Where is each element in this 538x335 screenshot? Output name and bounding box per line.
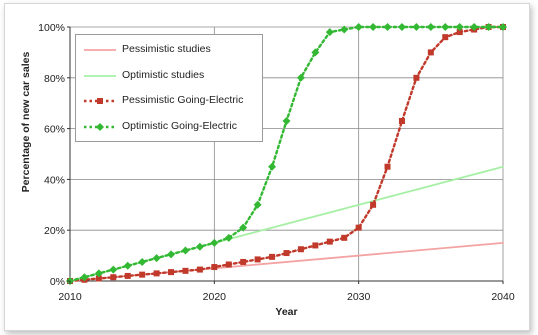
data-point-diamond <box>383 23 392 31</box>
data-point-diamond <box>138 257 147 266</box>
data-point-diamond <box>195 242 204 251</box>
y-tick-label: 40% <box>44 174 65 186</box>
legend-label: Optimistic studies <box>122 68 205 81</box>
data-point-square <box>384 163 391 170</box>
data-point-diamond <box>426 23 435 31</box>
data-point-diamond <box>369 23 378 31</box>
data-point-diamond <box>499 23 507 31</box>
data-point-square <box>370 201 377 208</box>
data-point-square <box>139 271 146 278</box>
data-point-square <box>427 49 434 56</box>
data-point-square <box>283 250 290 257</box>
series-optimistic-going-electric <box>66 23 507 285</box>
data-point-square <box>297 246 304 253</box>
data-point-square <box>124 272 131 279</box>
x-tick-label: 2010 <box>58 291 82 303</box>
chart-frame: 0% 20% 40% 60% 80% 100% 2010 2020 2030 2040 Year … <box>4 3 530 331</box>
data-point-diamond <box>253 200 262 209</box>
data-point-square <box>326 238 333 245</box>
legend-label: Pessimistic Going-Electric <box>122 94 244 106</box>
data-point-diamond <box>239 223 248 232</box>
tick-labels: 0% 20% 40% 60% 80% 100% 2010 2020 2030 2040 <box>38 22 515 303</box>
y-tick-label: 80% <box>44 73 65 85</box>
data-point-square <box>442 34 449 41</box>
data-point-square <box>269 253 276 260</box>
data-point-square <box>341 234 348 241</box>
data-point-square <box>355 224 362 231</box>
data-point-square <box>168 269 175 276</box>
data-point-square <box>211 264 218 271</box>
data-point-diamond <box>354 23 363 31</box>
legend-swatch <box>84 49 116 51</box>
legend-item: Pessimistic Going-Electric <box>76 90 262 112</box>
legend-item: Pessimistic studies <box>76 39 262 61</box>
data-point-diamond <box>325 28 334 37</box>
legend: Pessimistic studies Optimistic studies Pes… <box>75 34 263 142</box>
data-point-square <box>225 261 232 268</box>
data-point-diamond <box>412 23 421 31</box>
x-tick-label: 2040 <box>491 291 515 303</box>
y-tick-label: 60% <box>44 124 65 136</box>
data-point-diamond <box>96 122 104 131</box>
data-point-diamond <box>268 162 277 171</box>
data-point-square <box>182 267 189 274</box>
data-point-diamond <box>282 116 291 125</box>
data-point-diamond <box>484 23 493 31</box>
data-point-square <box>153 270 160 277</box>
data-point-square <box>240 258 247 265</box>
data-point-square <box>456 29 463 36</box>
data-point-square <box>254 256 261 263</box>
data-point-square <box>398 117 405 124</box>
data-point-square <box>312 242 319 249</box>
x-tick-label: 2020 <box>203 291 227 303</box>
y-tick-label: 20% <box>44 225 65 237</box>
data-point-diamond <box>109 265 118 274</box>
data-point-diamond <box>123 261 132 270</box>
data-point-diamond <box>311 48 320 57</box>
axes <box>69 27 503 282</box>
legend-swatch <box>84 74 116 77</box>
y-tick-label: 100% <box>38 22 65 34</box>
data-point-diamond <box>470 23 479 31</box>
data-point-diamond <box>80 273 89 282</box>
legend-item: Optimistic Going-Electric <box>76 116 262 138</box>
data-point-square <box>95 275 102 282</box>
legend-swatch <box>84 98 116 104</box>
data-point-diamond <box>397 23 406 31</box>
legend-label: Pessimistic studies <box>122 43 211 55</box>
data-point-diamond <box>340 25 349 34</box>
data-point-diamond <box>94 269 103 278</box>
data-point-diamond <box>296 73 305 82</box>
x-axis-title: Year <box>275 306 297 318</box>
legend-label: Optimistic Going-Electric <box>122 119 237 132</box>
data-point-diamond <box>455 23 464 31</box>
y-axis-title: Percentage of new car sales <box>20 52 32 193</box>
data-point-diamond <box>224 233 233 242</box>
data-point-square <box>97 98 103 104</box>
data-point-diamond <box>167 250 176 259</box>
x-tick-label: 2030 <box>347 291 371 303</box>
y-tick-label: 0% <box>50 276 65 288</box>
line-chart: 0%20%40%60%80%100%2010 2020 2030 2040 Year … <box>20 22 515 318</box>
legend-swatch <box>84 122 116 131</box>
data-point-square <box>110 274 117 281</box>
data-point-diamond <box>152 254 161 263</box>
data-point-square <box>413 74 420 81</box>
legend-item: Optimistic studies <box>76 65 262 87</box>
data-point-square <box>196 266 203 273</box>
data-point-diamond <box>210 238 219 247</box>
data-point-diamond <box>181 246 190 255</box>
series-layer <box>66 23 507 285</box>
data-point-diamond <box>441 23 450 31</box>
